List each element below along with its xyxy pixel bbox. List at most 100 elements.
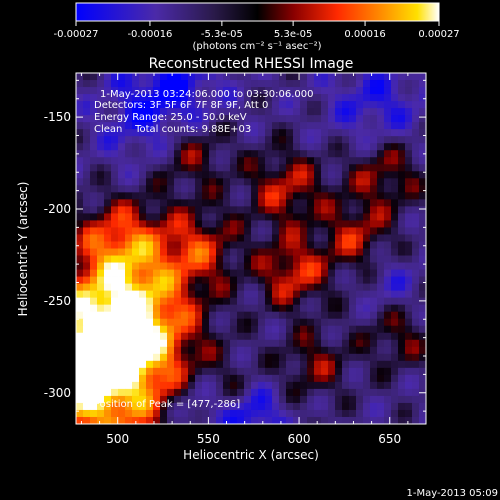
heatmap-cell xyxy=(286,199,293,206)
heatmap-cell xyxy=(111,213,118,220)
heatmap-cell xyxy=(132,410,139,417)
heatmap-cell xyxy=(342,417,349,424)
heatmap-cell xyxy=(405,206,412,213)
heatmap-cell xyxy=(405,122,412,129)
heatmap-cell xyxy=(167,375,174,382)
heatmap-cell xyxy=(237,291,244,298)
heatmap-cell xyxy=(286,312,293,319)
heatmap-cell xyxy=(328,263,335,270)
peak-position-label: Position of Peak = [477,-286] xyxy=(94,399,240,410)
heatmap-cell xyxy=(237,73,244,80)
heatmap-cell xyxy=(419,270,426,277)
heatmap-cell xyxy=(419,80,426,87)
heatmap-cell xyxy=(83,361,90,368)
heatmap-cell xyxy=(146,319,153,326)
heatmap-cell xyxy=(300,277,307,284)
heatmap-cell xyxy=(321,417,328,424)
heatmap-cell xyxy=(195,150,202,157)
heatmap-cell xyxy=(167,136,174,143)
heatmap-cell xyxy=(370,368,377,375)
heatmap-cell xyxy=(321,94,328,101)
heatmap-cell xyxy=(384,396,391,403)
heatmap-cell xyxy=(76,333,83,340)
heatmap-cell xyxy=(97,326,104,333)
heatmap-cell xyxy=(335,136,342,143)
heatmap-cell xyxy=(293,122,300,129)
heatmap-cell xyxy=(342,347,349,354)
heatmap-cell xyxy=(286,220,293,227)
heatmap-cell xyxy=(223,333,230,340)
heatmap-cell xyxy=(139,249,146,256)
heatmap-cell xyxy=(286,305,293,312)
heatmap-cell xyxy=(153,143,160,150)
heatmap-cell xyxy=(363,94,370,101)
heatmap-cell xyxy=(279,143,286,150)
heatmap-cell xyxy=(251,333,258,340)
heatmap-cell xyxy=(265,136,272,143)
heatmap-cell xyxy=(202,333,209,340)
heatmap-cell xyxy=(286,298,293,305)
heatmap-cell xyxy=(419,94,426,101)
heatmap-cell xyxy=(97,319,104,326)
heatmap-cell xyxy=(174,277,181,284)
heatmap-cell xyxy=(83,192,90,199)
heatmap-cell xyxy=(167,319,174,326)
heatmap-cell xyxy=(139,375,146,382)
heatmap-cell xyxy=(188,284,195,291)
heatmap-cell xyxy=(174,220,181,227)
heatmap-cell xyxy=(342,192,349,199)
heatmap-cell xyxy=(419,312,426,319)
heatmap-cell xyxy=(328,80,335,87)
heatmap-cell xyxy=(132,256,139,263)
heatmap-cell xyxy=(125,333,132,340)
heatmap-cell xyxy=(391,171,398,178)
heatmap-cell xyxy=(76,185,83,192)
heatmap-cell xyxy=(209,410,216,417)
heatmap-cell xyxy=(90,354,97,361)
heatmap-cell xyxy=(293,403,300,410)
heatmap-cell xyxy=(377,263,384,270)
heatmap-cell xyxy=(356,417,363,424)
heatmap-cell xyxy=(356,368,363,375)
heatmap-cell xyxy=(251,347,258,354)
heatmap-cell xyxy=(244,150,251,157)
heatmap-cell xyxy=(307,241,314,248)
heatmap-cell xyxy=(167,150,174,157)
heatmap-cell xyxy=(363,227,370,234)
heatmap-cell xyxy=(328,73,335,80)
heatmap-cell xyxy=(139,136,146,143)
heatmap-cell xyxy=(342,227,349,234)
heatmap-cell xyxy=(307,417,314,424)
heatmap-cell xyxy=(195,234,202,241)
heatmap-cell xyxy=(307,382,314,389)
heatmap-cell xyxy=(314,213,321,220)
heatmap-cell xyxy=(412,213,419,220)
heatmap-cell xyxy=(195,227,202,234)
heatmap-cell xyxy=(328,410,335,417)
heatmap-cell xyxy=(160,234,167,241)
heatmap-cell xyxy=(118,291,125,298)
heatmap-cell xyxy=(314,87,321,94)
heatmap-cell xyxy=(104,73,111,80)
heatmap-cell xyxy=(153,199,160,206)
heatmap-cell xyxy=(363,220,370,227)
heatmap-cell xyxy=(405,143,412,150)
heatmap-cell xyxy=(76,227,83,234)
heatmap-cell xyxy=(83,417,90,424)
heatmap-cell xyxy=(272,192,279,199)
heatmap-cell xyxy=(272,361,279,368)
heatmap-cell xyxy=(265,143,272,150)
heatmap-cell xyxy=(118,227,125,234)
heatmap-cell xyxy=(286,227,293,234)
heatmap-cell xyxy=(342,298,349,305)
heatmap-cell xyxy=(216,263,223,270)
heatmap-cell xyxy=(314,396,321,403)
heatmap-cell xyxy=(83,340,90,347)
heatmap-cell xyxy=(300,312,307,319)
heatmap-cell xyxy=(370,136,377,143)
heatmap-cell xyxy=(412,312,419,319)
heatmap-cell xyxy=(314,333,321,340)
heatmap-cell xyxy=(167,80,174,87)
heatmap-cell xyxy=(223,291,230,298)
heatmap-cell xyxy=(97,178,104,185)
